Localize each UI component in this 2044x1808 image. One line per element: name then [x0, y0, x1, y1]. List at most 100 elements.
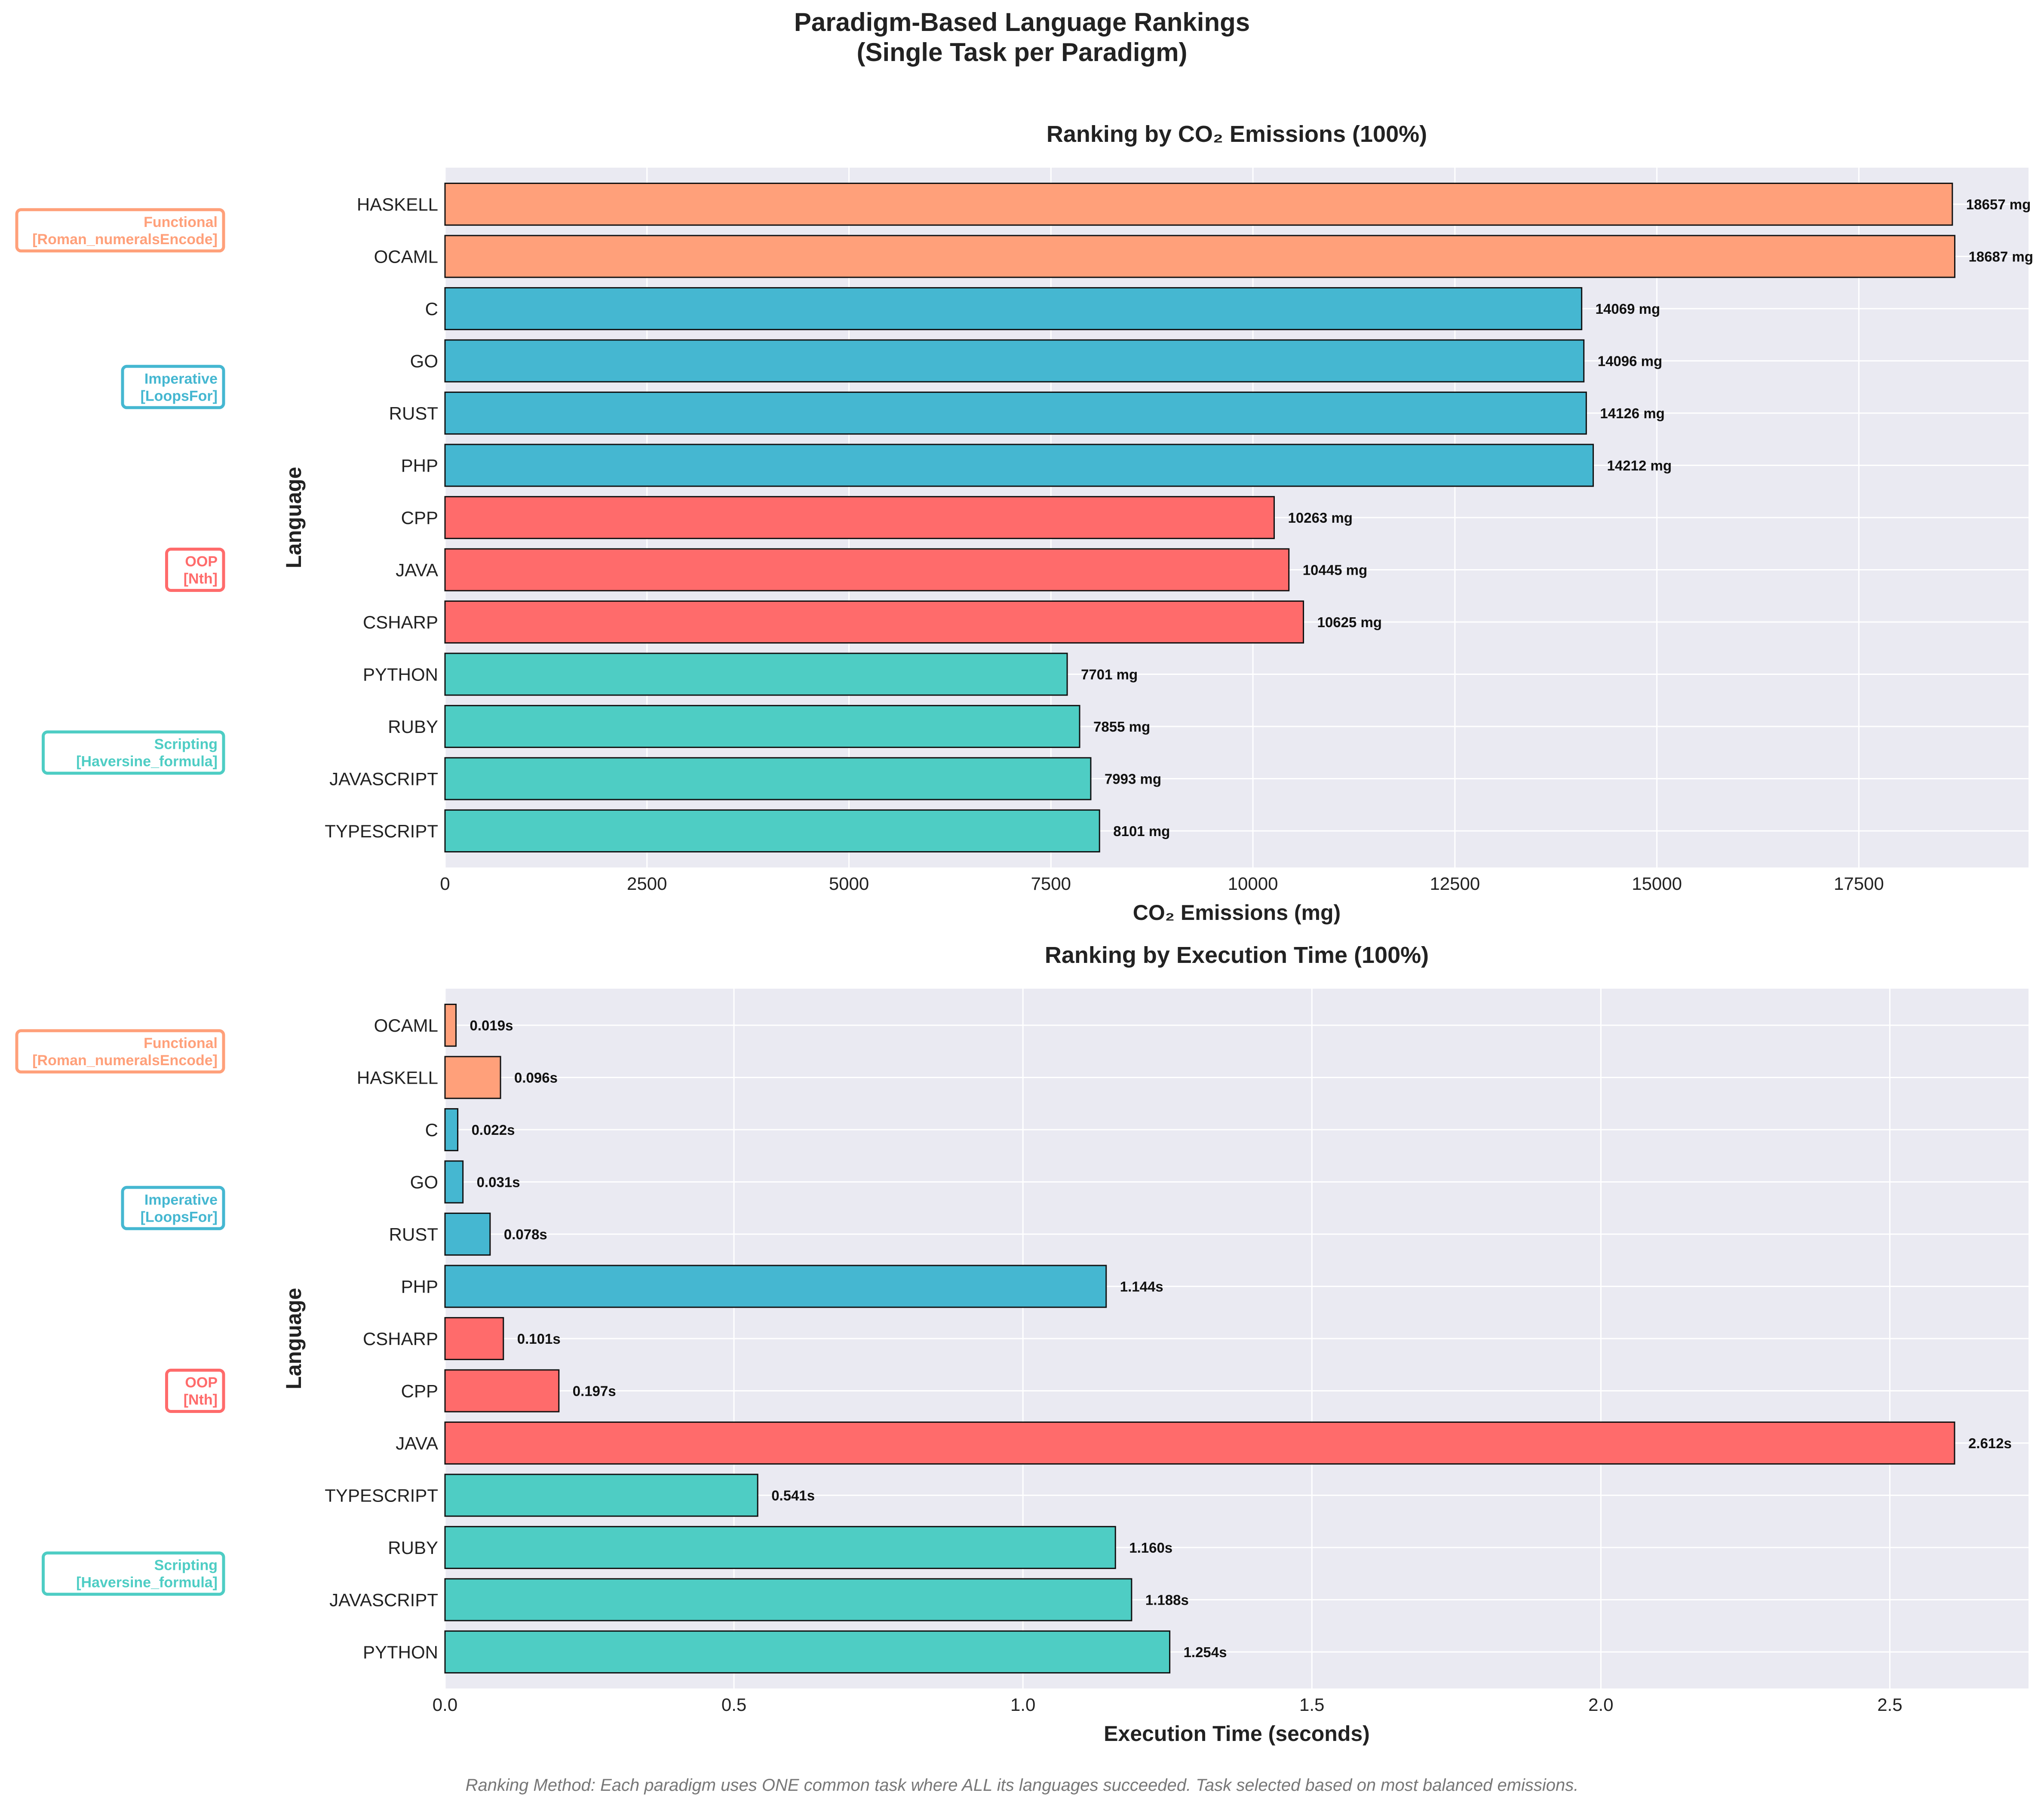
paradigm-box-scripting — [42, 730, 225, 775]
y-tick-label: CSHARP — [363, 612, 438, 632]
y-axis-label: Language — [282, 467, 306, 568]
paradigm-label-imperative: [LoopsFor] — [141, 388, 218, 404]
y-tick-label: JAVA — [396, 560, 438, 580]
bar-c — [444, 1108, 459, 1152]
paradigm-label-functional: [Roman_numeralsEncode] — [32, 231, 218, 248]
y-tick-label: RUBY — [388, 1538, 438, 1558]
paradigm-label-scripting: [Haversine_formula] — [76, 1575, 218, 1591]
y-tick-label: JAVA — [396, 1433, 438, 1453]
bar-ocaml — [444, 235, 1955, 278]
bar-java — [444, 1421, 1955, 1465]
y-tick-label: GO — [410, 351, 438, 371]
execution-time-chart: 0.0 0.5 1.0 1.5 2.0 2.5 OCAML 0.019s HASKELL 0.09… — [15, 942, 2029, 1746]
value-label: 1.160s — [1129, 1540, 1172, 1556]
bar-javascript — [444, 757, 1092, 800]
bar-rust — [444, 391, 1587, 435]
value-label: 14069 mg — [1596, 301, 1660, 317]
y-tick-label: CPP — [401, 1381, 438, 1401]
x-tick-label: 0 — [440, 873, 450, 894]
bar-ocaml — [444, 1003, 457, 1047]
value-label: 10263 mg — [1288, 510, 1353, 526]
value-label: 18687 mg — [1968, 249, 2033, 265]
paradigm-label-functional: Functional — [144, 214, 218, 230]
bar-php — [444, 444, 1594, 487]
y-tick-label: PYTHON — [363, 664, 438, 684]
y-axis-label: Language — [282, 1288, 306, 1389]
y-tick-label: C — [425, 299, 438, 319]
chart-title: Ranking by Execution Time (100%) — [1045, 942, 1429, 968]
figure-title-line2: (Single Task per Paradigm) — [856, 38, 1187, 67]
value-label: 0.022s — [472, 1122, 515, 1138]
paradigm-label-scripting: Scripting — [154, 1557, 218, 1574]
x-tick-label: 0.0 — [433, 1695, 457, 1715]
paradigm-label-functional: Functional — [144, 1035, 218, 1051]
bar-rust — [444, 1212, 491, 1256]
value-label: 0.096s — [514, 1070, 558, 1086]
value-label: 14126 mg — [1600, 405, 1664, 421]
paradigm-box-imperative — [121, 365, 225, 409]
paradigm-box-functional — [15, 208, 225, 253]
bar-c — [444, 287, 1583, 331]
value-label: 8101 mg — [1113, 823, 1170, 839]
paradigm-box-oop — [165, 1368, 225, 1413]
paradigm-label-oop: [Nth] — [184, 1391, 218, 1408]
paradigm-label-oop: OOP — [185, 1374, 218, 1391]
x-tick-label: 1.5 — [1299, 1695, 1324, 1715]
y-tick-label: JAVASCRIPT — [329, 1590, 438, 1610]
y-tick-label: OCAML — [374, 1015, 438, 1036]
value-label: 18657 mg — [1966, 196, 2031, 212]
value-label: 10625 mg — [1317, 614, 1382, 630]
bar-cpp — [444, 496, 1275, 539]
value-label: 14096 mg — [1598, 353, 1662, 369]
paradigm-label-scripting: Scripting — [154, 736, 218, 753]
y-tick-label: TYPESCRIPT — [325, 821, 438, 841]
bar-java — [444, 548, 1290, 591]
value-label: 14212 mg — [1607, 458, 1672, 474]
x-tick-label: 0.5 — [721, 1695, 746, 1715]
value-label: 1.188s — [1145, 1592, 1189, 1608]
x-tick-label: 5000 — [829, 873, 869, 894]
y-tick-label: RUST — [389, 1224, 438, 1244]
value-label: 0.078s — [504, 1226, 547, 1242]
y-tick-label: RUBY — [388, 717, 438, 737]
paradigm-box-scripting — [42, 1551, 225, 1596]
y-tick-label: CSHARP — [363, 1329, 438, 1349]
x-tick-label: 2.5 — [1877, 1695, 1902, 1715]
figure-title-line1: Paradigm-Based Language Rankings — [794, 8, 1250, 37]
y-tick-label: HASKELL — [357, 194, 438, 215]
x-tick-label: 15000 — [1632, 873, 1682, 894]
y-tick-label: CPP — [401, 508, 438, 528]
bar-ruby — [444, 1526, 1116, 1569]
paradigm-label-imperative: Imperative — [144, 371, 218, 387]
bar-ruby — [444, 705, 1080, 748]
value-label: 0.541s — [771, 1487, 815, 1503]
value-label: 7701 mg — [1081, 666, 1138, 682]
paradigm-label-imperative: Imperative — [144, 1192, 218, 1208]
x-tick-label: 17500 — [1834, 873, 1884, 894]
bar-haskell — [444, 1056, 501, 1099]
x-tick-label: 2.0 — [1588, 1695, 1613, 1715]
x-tick-label: 7500 — [1031, 873, 1071, 894]
paradigm-box-functional — [15, 1029, 225, 1074]
y-tick-label: PYTHON — [363, 1642, 438, 1662]
y-tick-label: RUST — [389, 403, 438, 423]
bar-python — [444, 653, 1068, 696]
bar-typescript — [444, 809, 1100, 853]
value-label: 0.101s — [517, 1331, 561, 1347]
value-label: 0.031s — [477, 1174, 520, 1190]
bar-typescript — [444, 1474, 758, 1517]
paradigm-box-oop — [165, 547, 225, 592]
x-tick-label: 10000 — [1228, 873, 1278, 894]
paradigm-label-oop: OOP — [185, 553, 218, 570]
x-axis-label: Execution Time (seconds) — [1104, 1722, 1370, 1746]
chart-title: Ranking by CO₂ Emissions (100%) — [1047, 121, 1427, 147]
x-axis-label: CO₂ Emissions (mg) — [1133, 901, 1341, 925]
value-label: 10445 mg — [1303, 562, 1367, 578]
y-tick-label: C — [425, 1120, 438, 1140]
paradigm-label-functional: [Roman_numeralsEncode] — [32, 1052, 218, 1069]
value-label: 7855 mg — [1093, 719, 1150, 735]
y-tick-label: PHP — [401, 456, 438, 476]
bar-csharp — [444, 1317, 504, 1361]
paradigm-label-oop: [Nth] — [184, 570, 218, 587]
